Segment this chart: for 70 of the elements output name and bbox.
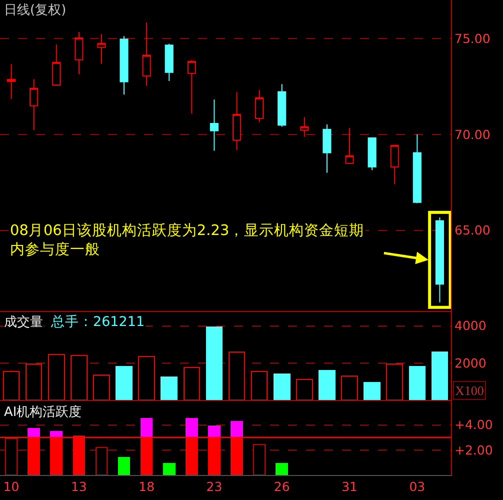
- x-tick-label: 23: [206, 479, 222, 494]
- candlestick: [255, 90, 264, 123]
- bar: [408, 366, 426, 400]
- bar: [93, 374, 110, 400]
- x-tick-label: 10: [3, 479, 20, 494]
- bar: [25, 363, 42, 400]
- candlestick: [300, 116, 309, 138]
- bar: [160, 376, 178, 400]
- candlestick: [120, 36, 128, 95]
- candlestick: [278, 84, 286, 128]
- bar: [206, 326, 223, 400]
- candlestick: [368, 137, 376, 171]
- bar: [138, 356, 155, 400]
- chart-title: AI机构活跃度: [4, 404, 82, 420]
- bar: [208, 426, 220, 438]
- candlestick: [232, 92, 242, 151]
- bar: [341, 375, 358, 400]
- bar: [2, 370, 20, 400]
- candlestick: [142, 22, 151, 86]
- candlestick: [74, 32, 84, 75]
- bar: [250, 370, 268, 400]
- chart-subtitle: 总手：261211: [50, 314, 145, 330]
- candlestick: [52, 44, 61, 86]
- x-tick-label: 26: [274, 479, 290, 494]
- candlestick: [164, 43, 174, 82]
- x-tick-label: 31: [342, 479, 358, 494]
- annotation: 08月06日该股机构活跃度为2.23，显示机构资金短期内参与度一般: [10, 222, 364, 258]
- candlestick: [412, 134, 422, 204]
- candlestick: [97, 34, 106, 64]
- y-tick-label: +2.00: [454, 442, 493, 458]
- bar: [162, 463, 176, 475]
- candlestick: [435, 216, 444, 303]
- y-tick-label: 65.00: [454, 222, 490, 238]
- bar: [273, 374, 290, 400]
- bar: [431, 351, 448, 400]
- bar: [228, 351, 246, 400]
- bar: [48, 354, 65, 400]
- y-tick-label: 4000: [454, 318, 486, 334]
- y-tick-label: 70.00: [454, 126, 490, 142]
- bar: [140, 418, 153, 438]
- bar: [364, 382, 380, 400]
- x-tick-label: 03: [409, 479, 426, 494]
- candlestick: [6, 64, 16, 100]
- chart-title: 日线(复权): [4, 3, 66, 18]
- candlestick: [30, 78, 38, 131]
- bar: [183, 367, 200, 400]
- bar: [386, 363, 404, 400]
- x-tick-label: 13: [70, 479, 87, 494]
- bar: [296, 379, 313, 400]
- candlestick: [345, 127, 354, 164]
- bar: [230, 421, 243, 438]
- bar: [116, 366, 132, 400]
- y-tick-label: +4.00: [454, 417, 493, 432]
- candlestick: [210, 98, 219, 152]
- bar: [318, 370, 336, 400]
- candlestick: [390, 144, 399, 185]
- bar: [118, 456, 130, 475]
- bar: [70, 355, 88, 400]
- candlestick: [322, 124, 332, 174]
- bar: [276, 463, 288, 475]
- bar: [253, 444, 266, 475]
- y-axis-title: X100: [455, 383, 484, 398]
- y-tick-label: 2000: [454, 355, 486, 370]
- x-tick-label: 18: [138, 479, 155, 494]
- bar: [5, 438, 18, 475]
- y-tick-label: 75.00: [454, 30, 490, 46]
- bar: [186, 418, 198, 438]
- chart-title: 成交量: [4, 314, 43, 330]
- candlestick: [187, 60, 196, 114]
- bar: [95, 446, 108, 475]
